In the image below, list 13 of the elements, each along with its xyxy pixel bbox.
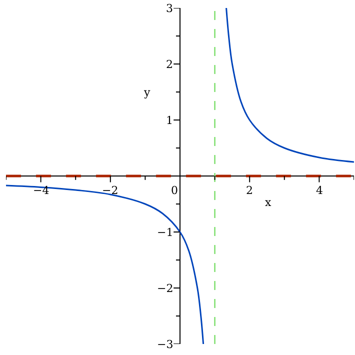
y-tick-label: 1 (166, 114, 173, 127)
x-tick-label: −4 (33, 184, 50, 197)
y-tick-label: 2 (166, 58, 173, 71)
y-tick-label: 3 (166, 2, 173, 15)
y-tick-label: −3 (157, 338, 174, 351)
x-tick-label: 2 (246, 184, 253, 197)
y-tick-label: −2 (157, 282, 174, 295)
x-tick-label: −2 (102, 184, 118, 197)
x-axis-title: x (265, 196, 272, 209)
x-tick-label: 0 (171, 184, 178, 197)
y-tick-label: −1 (157, 226, 174, 239)
x-tick-label: 4 (316, 184, 323, 197)
y-axis-title: y (143, 86, 151, 99)
